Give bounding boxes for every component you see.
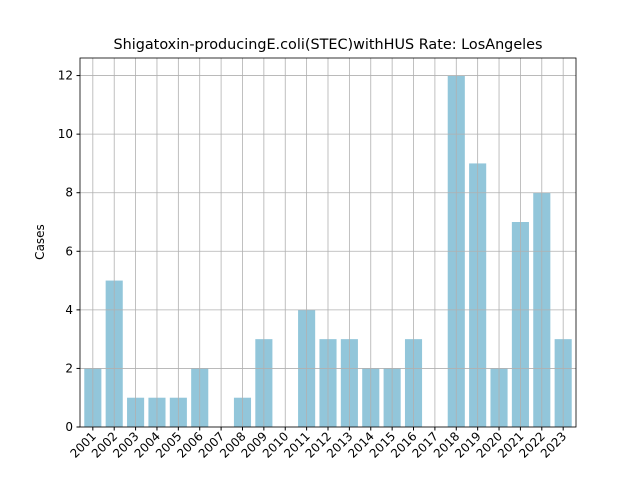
y-tick-label: 12 bbox=[58, 69, 73, 83]
y-tick-label: 8 bbox=[65, 186, 73, 200]
y-tick-label: 6 bbox=[65, 244, 73, 258]
y-tick-label: 10 bbox=[58, 127, 73, 141]
y-tick-label: 0 bbox=[65, 420, 73, 434]
y-tick-label: 2 bbox=[65, 361, 73, 375]
plot-frame bbox=[79, 57, 577, 428]
y-tick-label: 4 bbox=[65, 303, 73, 317]
chart-title: Shigatoxin-producingE.coli(STEC)withHUS … bbox=[113, 37, 542, 53]
x-axis-label: Year bbox=[314, 478, 340, 480]
y-axis-label: Cases bbox=[33, 224, 47, 260]
